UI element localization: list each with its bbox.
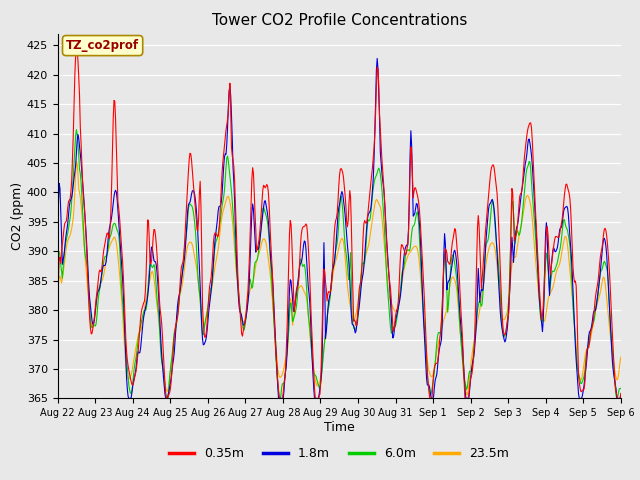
Line: 0.35m: 0.35m (58, 49, 621, 398)
Line: 1.8m: 1.8m (58, 59, 621, 398)
Legend: 0.35m, 1.8m, 6.0m, 23.5m: 0.35m, 1.8m, 6.0m, 23.5m (164, 442, 515, 465)
23.5m (210, 274, 218, 279)
23.5m (425, 368, 433, 373)
1.8m (617, 394, 625, 399)
6.0m (72, 127, 80, 132)
23.5m (408, 246, 416, 252)
X-axis label: Time: Time (324, 421, 355, 434)
6.0m (617, 385, 625, 391)
6.0m (211, 252, 218, 257)
6.0m (163, 396, 170, 401)
Text: TZ_co2prof: TZ_co2prof (66, 39, 139, 52)
1.8m (54, 239, 61, 244)
6.0m (180, 245, 188, 251)
6.0m (123, 356, 131, 362)
1.8m (180, 261, 188, 267)
1.8m (64, 220, 72, 226)
Y-axis label: CO2 (ppm): CO2 (ppm) (11, 182, 24, 250)
23.5m (617, 354, 625, 360)
6.0m (426, 389, 433, 395)
23.5m (123, 370, 131, 375)
0.35m (426, 395, 433, 401)
0.35m (211, 232, 218, 238)
0.35m (72, 46, 80, 52)
6.0m (54, 264, 61, 270)
6.0m (410, 223, 417, 229)
23.5m (180, 272, 188, 277)
0.35m (54, 306, 61, 312)
0.35m (64, 204, 72, 210)
Line: 6.0m: 6.0m (58, 130, 621, 398)
23.5m (54, 292, 61, 298)
6.0m (64, 230, 72, 236)
1.8m (125, 396, 132, 401)
23.5m (463, 392, 471, 398)
Title: Tower CO2 Profile Concentrations: Tower CO2 Profile Concentrations (211, 13, 467, 28)
0.35m (123, 348, 131, 354)
1.8m (410, 213, 417, 219)
1.8m (210, 259, 218, 264)
23.5m (64, 238, 72, 243)
0.35m (180, 242, 188, 248)
23.5m (72, 158, 80, 164)
1.8m (426, 385, 433, 391)
0.35m (410, 195, 417, 201)
0.35m (617, 391, 625, 396)
Line: 23.5m: 23.5m (58, 161, 621, 395)
0.35m (163, 396, 170, 401)
1.8m (122, 358, 129, 363)
1.8m (373, 56, 381, 61)
